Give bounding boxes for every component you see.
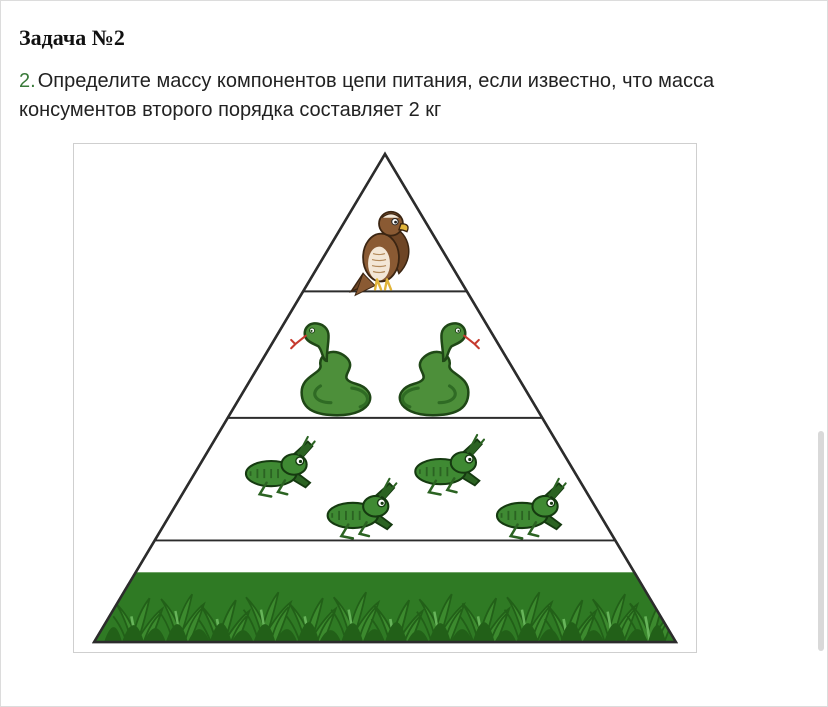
scrollbar-thumb[interactable] — [818, 431, 824, 651]
task-heading: Задача №2 — [19, 25, 809, 51]
document-page: Задача №2 2.Определите массу компонентов… — [0, 0, 828, 707]
grass-icon — [74, 144, 96, 184]
grasshopper-icon — [74, 144, 110, 170]
snake-icon — [74, 144, 118, 190]
question-body: Определите массу компонентов цепи питани… — [19, 70, 714, 121]
question-number: 2. — [19, 70, 36, 92]
pyramid-figure — [73, 143, 697, 653]
ecological-pyramid-svg — [74, 144, 696, 652]
question-text: 2.Определите массу компонентов цепи пита… — [19, 67, 809, 125]
